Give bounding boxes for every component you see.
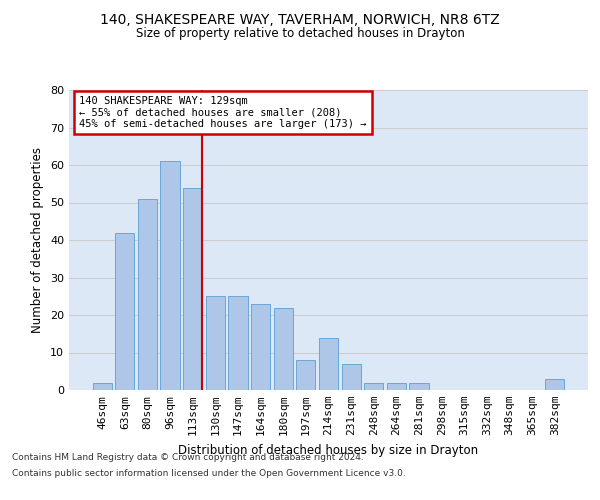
Bar <box>183 188 202 390</box>
Bar <box>229 296 248 390</box>
Bar <box>296 360 316 390</box>
Bar <box>409 382 428 390</box>
Bar <box>115 232 134 390</box>
Bar <box>251 304 270 390</box>
Text: Size of property relative to detached houses in Drayton: Size of property relative to detached ho… <box>136 28 464 40</box>
Bar <box>387 382 406 390</box>
Y-axis label: Number of detached properties: Number of detached properties <box>31 147 44 333</box>
Bar <box>92 382 112 390</box>
Bar <box>364 382 383 390</box>
X-axis label: Distribution of detached houses by size in Drayton: Distribution of detached houses by size … <box>178 444 479 456</box>
Bar <box>206 296 225 390</box>
Bar <box>319 338 338 390</box>
Bar <box>341 364 361 390</box>
Text: 140 SHAKESPEARE WAY: 129sqm
← 55% of detached houses are smaller (208)
45% of se: 140 SHAKESPEARE WAY: 129sqm ← 55% of det… <box>79 96 367 129</box>
Bar <box>274 308 293 390</box>
Bar <box>545 379 565 390</box>
Text: Contains HM Land Registry data © Crown copyright and database right 2024.: Contains HM Land Registry data © Crown c… <box>12 454 364 462</box>
Bar <box>138 198 157 390</box>
Text: 140, SHAKESPEARE WAY, TAVERHAM, NORWICH, NR8 6TZ: 140, SHAKESPEARE WAY, TAVERHAM, NORWICH,… <box>100 12 500 26</box>
Text: Contains public sector information licensed under the Open Government Licence v3: Contains public sector information licen… <box>12 468 406 477</box>
Bar <box>160 161 180 390</box>
